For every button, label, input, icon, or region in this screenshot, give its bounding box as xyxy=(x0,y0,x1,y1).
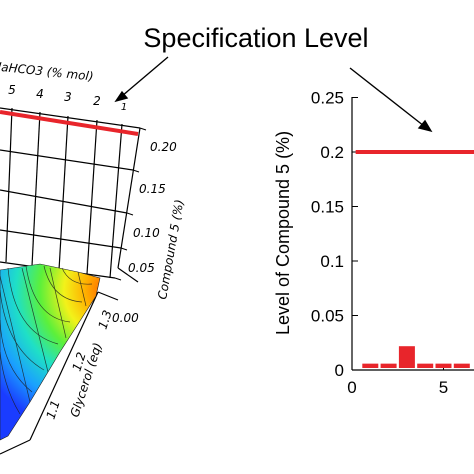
y-tick-label: 0.25 xyxy=(311,89,344,108)
annotation-arrow-right xyxy=(349,67,433,133)
spec-annotation: Specification Level xyxy=(143,23,368,53)
surface-spec-line xyxy=(0,110,139,136)
x-tick-label: 0 xyxy=(347,378,356,397)
bar-plot: Level of Compound 5 (%) 0.250.20.150.10.… xyxy=(273,89,474,397)
z-tick-0.05: 0.05 xyxy=(128,261,155,275)
annotation-arrow-left xyxy=(114,56,169,103)
z-tick-0.20: 0.20 xyxy=(150,140,177,154)
x-tick-label: 5 xyxy=(439,378,448,397)
y-tick-label: 0.1 xyxy=(320,252,344,271)
y-tick-label: 0.2 xyxy=(320,143,344,162)
bottom-tick-1.1: 1.1 xyxy=(44,398,63,420)
z-tick-0.10: 0.10 xyxy=(133,226,160,240)
bottom-tick-1.3: 1.3 xyxy=(96,308,115,330)
top-tick-1: 1 xyxy=(121,102,127,113)
bar xyxy=(435,363,452,368)
response-surface xyxy=(0,263,101,441)
surface-plot: 5 4 3 2 1 NaHCO3 (% mol) 0.20 0.15 0.10 … xyxy=(0,59,187,455)
bar xyxy=(417,363,434,368)
bar xyxy=(380,363,397,368)
y-axis-label: Level of Compound 5 (%) xyxy=(273,131,293,335)
bottom-axis-label: Glycerol (eq) xyxy=(68,341,105,419)
top-axis-label: NaHCO3 (% mol) xyxy=(0,59,94,84)
top-tick-2: 2 xyxy=(93,94,101,108)
bottom-tick-1.2: 1.2 xyxy=(70,350,89,372)
z-axis-ticks xyxy=(114,127,147,281)
y-tick-label: 0 xyxy=(335,361,344,380)
top-tick-5: 5 xyxy=(8,83,16,97)
y-axis-ticks: 0.25 0.2 0.15 0.1 0.05 0 xyxy=(311,89,358,380)
surface-contours xyxy=(0,265,93,415)
top-axis-ticks: 5 4 3 2 1 xyxy=(8,83,127,113)
top-tick-3: 3 xyxy=(64,90,72,104)
z-axis-label: Compound 5 (%) xyxy=(155,198,186,300)
surface-grid xyxy=(0,107,141,455)
bar-series xyxy=(362,346,470,368)
bar xyxy=(398,346,415,368)
top-tick-4: 4 xyxy=(36,87,44,101)
z-tick-0.00: 0.00 xyxy=(112,311,139,325)
z-tick-0.15: 0.15 xyxy=(139,182,166,196)
bar xyxy=(362,363,379,368)
bar xyxy=(453,363,470,368)
y-tick-label: 0.05 xyxy=(311,307,344,326)
y-tick-label: 0.15 xyxy=(311,198,344,217)
